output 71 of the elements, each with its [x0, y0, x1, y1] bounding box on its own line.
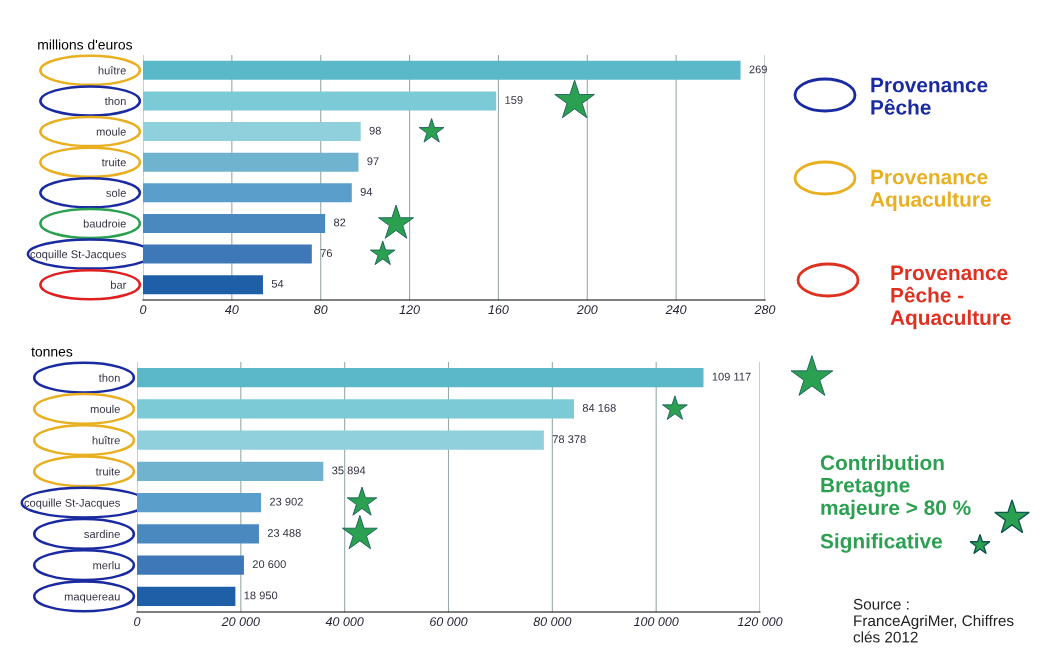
y-tick-label: huître — [98, 66, 126, 75]
bar — [137, 555, 244, 575]
data-label: 18 950 — [244, 591, 278, 600]
bar — [137, 430, 544, 450]
text: Provenance Pêche - Aquaculture — [890, 265, 1011, 330]
data-label: 94 — [360, 187, 373, 196]
data-label: 54 — [271, 279, 284, 288]
bar — [137, 492, 262, 513]
bar — [143, 60, 741, 80]
y-tick-label: sole — [106, 188, 126, 197]
bar — [137, 524, 259, 544]
x-tick-label: 0 — [134, 617, 141, 627]
x-tick-label: 20 000 — [221, 617, 260, 627]
x-tick-label: 200 — [576, 305, 598, 315]
data-label: 23 902 — [269, 497, 303, 506]
x-tick-label: 100 000 — [633, 617, 679, 627]
x-tick-label: 160 — [488, 305, 509, 315]
chart-title: millions d'euros — [38, 39, 133, 50]
data-label: 109 117 — [712, 372, 751, 381]
y-tick-label: baudroie — [83, 219, 126, 228]
y-tick-label: truite — [101, 158, 126, 167]
bar — [143, 275, 263, 295]
data-label: 78 378 — [552, 435, 586, 444]
y-tick-label: truite — [95, 467, 120, 476]
x-tick-label: 280 — [754, 305, 776, 315]
bar — [137, 586, 236, 607]
y-tick-label: sardine — [84, 529, 120, 539]
data-label: 84 168 — [582, 403, 616, 412]
bar — [143, 152, 359, 172]
bar — [137, 461, 324, 482]
bar — [137, 399, 574, 419]
y-tick-label: thon — [98, 373, 120, 382]
x-tick-label: 80 — [314, 305, 328, 315]
text: Provenance Aquaculture — [870, 169, 991, 211]
x-tick-label: 60 000 — [430, 617, 468, 627]
bar — [137, 367, 704, 388]
data-label: 97 — [367, 157, 379, 166]
y-tick-label: maquereau — [64, 594, 120, 603]
data-label: 98 — [369, 126, 381, 135]
x-tick-label: 0 — [140, 305, 147, 315]
text: Significative — [820, 533, 943, 553]
y-tick-label: bar — [110, 280, 127, 289]
data-label: 20 600 — [252, 560, 286, 569]
y-tick-label: moule — [96, 127, 126, 136]
data-label: 76 — [320, 249, 333, 258]
data-label: 269 — [749, 65, 767, 74]
chart-title: tonnes — [31, 347, 73, 357]
bar — [143, 122, 361, 142]
data-label: 159 — [505, 96, 523, 104]
bar — [143, 244, 312, 264]
y-tick-label: merlu — [93, 561, 120, 570]
x-tick-label: 40 000 — [325, 617, 364, 627]
text: Contribution Bretagne majeure > 80 % — [820, 454, 971, 520]
y-tick-label: moule — [90, 404, 120, 414]
bar — [143, 183, 352, 203]
x-tick-label: 240 — [665, 305, 687, 315]
bar — [143, 213, 326, 233]
data-label: 35 894 — [332, 466, 366, 475]
x-tick-label: 120 — [399, 305, 420, 315]
bar — [143, 91, 497, 111]
x-tick-label: 80 000 — [533, 617, 572, 627]
x-tick-label: 40 — [224, 305, 239, 315]
text: Provenance Pêche — [871, 77, 988, 115]
y-tick-label: huître — [92, 436, 120, 445]
y-tick-label: coquille St-Jacques — [24, 498, 120, 509]
y-tick-label: thon — [104, 96, 126, 106]
source-note: Source : FranceAgriMer, Chiffres clés 2012 — [853, 598, 1014, 643]
data-label: 23 488 — [267, 528, 301, 537]
x-tick-label: 120 000 — [737, 617, 783, 627]
data-label: 82 — [333, 218, 346, 227]
y-tick-label: coquille St-Jacques — [30, 250, 126, 261]
